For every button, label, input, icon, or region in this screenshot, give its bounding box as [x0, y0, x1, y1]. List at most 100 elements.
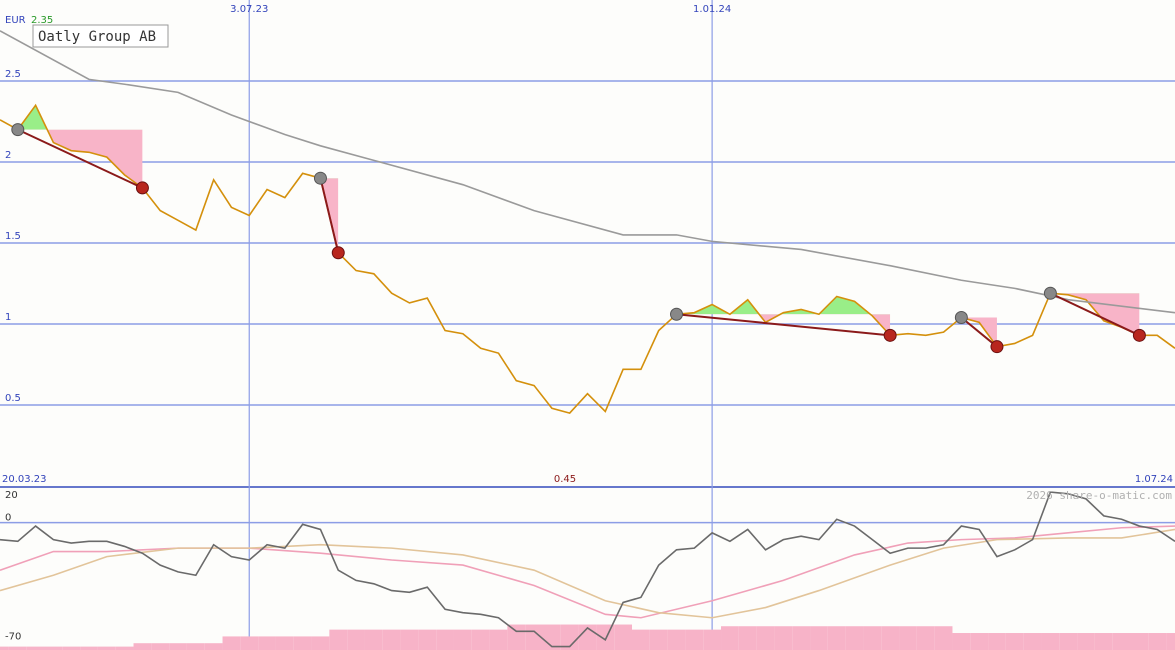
bar [115, 646, 134, 650]
bar [151, 643, 170, 650]
bar [0, 646, 9, 650]
trend-end [135, 181, 149, 195]
x-range-label: 20.03.23 [2, 474, 47, 485]
trend-end [990, 340, 1004, 354]
bar [186, 643, 205, 650]
bar [169, 643, 187, 650]
series-line [0, 103, 1175, 415]
bar [97, 646, 116, 650]
trend-end [883, 328, 897, 342]
bar [632, 629, 650, 650]
bar [275, 636, 294, 650]
bar [44, 646, 63, 650]
bar [756, 626, 775, 650]
bar [1112, 633, 1131, 650]
bar [8, 646, 27, 650]
bar [204, 643, 223, 650]
bar [347, 629, 365, 650]
bar [507, 624, 526, 650]
series-line [0, 528, 1175, 619]
bar [667, 629, 686, 650]
bar [970, 633, 989, 650]
y-tick-label: 1.5 [5, 231, 21, 242]
bar [26, 646, 45, 650]
bar [1023, 633, 1042, 650]
series-line [0, 491, 1175, 648]
bar [489, 629, 508, 650]
bar [471, 629, 490, 650]
trend-line [676, 313, 891, 337]
y-tick-label: 1 [5, 312, 11, 323]
bar [560, 624, 579, 650]
trend-line [1049, 292, 1140, 337]
bar [1059, 633, 1078, 650]
loss-area [47, 129, 143, 188]
bar [1005, 633, 1024, 650]
bar [1166, 633, 1175, 650]
bar [418, 629, 437, 650]
trend-line [960, 316, 998, 348]
bar [649, 629, 668, 650]
bar [916, 626, 935, 650]
bar [845, 626, 864, 650]
bar [827, 626, 846, 650]
title-box [32, 24, 169, 48]
trend-line [17, 128, 143, 189]
trend-start [11, 123, 25, 137]
trend-start [670, 307, 684, 321]
y-tick-label: 2 [5, 150, 11, 161]
bar [899, 626, 917, 650]
bar [293, 636, 312, 650]
bar [80, 646, 98, 650]
y-tick-label: 2.5 [5, 69, 21, 80]
gain-area [17, 105, 143, 130]
bar [329, 629, 348, 650]
chart-title: Oatly Group AB [38, 29, 156, 45]
low-label: 0.45 [554, 474, 576, 485]
loss-area [961, 317, 997, 347]
bar [382, 629, 401, 650]
bar [436, 629, 454, 650]
high-label: 2.35 [31, 15, 53, 26]
x-tick-label: 3.07.23 [230, 4, 268, 15]
bar [364, 629, 383, 650]
bar [792, 626, 811, 650]
bar [934, 626, 953, 650]
bar [614, 624, 633, 650]
trend-line [319, 177, 340, 253]
bar [1094, 633, 1113, 650]
trend-start [954, 311, 968, 325]
bar [738, 626, 757, 650]
bar [1041, 633, 1060, 650]
x-range-label: 1.07.24 [1135, 474, 1173, 485]
bar [952, 633, 971, 650]
bar [863, 626, 882, 650]
gain-area [676, 296, 871, 315]
bar [133, 643, 152, 650]
currency-label: EUR [5, 15, 26, 26]
bar [222, 636, 241, 650]
y-tick-label: -70 [5, 632, 21, 643]
bar [240, 636, 259, 650]
bar [1077, 633, 1095, 650]
bar [703, 629, 722, 650]
bar [881, 626, 900, 650]
bar [62, 646, 81, 650]
bar [774, 626, 793, 650]
bar [988, 633, 1006, 650]
trend-start [1043, 286, 1057, 300]
y-tick-label: 0 [5, 513, 11, 524]
bar [311, 636, 330, 650]
y-tick-label: 20 [5, 490, 18, 501]
trend-start [313, 171, 327, 185]
trend-end [331, 246, 345, 260]
bar [1148, 633, 1167, 650]
bar [258, 636, 276, 650]
x-tick-label: 1.01.24 [693, 4, 731, 15]
bar [810, 626, 828, 650]
trend-end [1132, 328, 1146, 342]
bar [685, 629, 704, 650]
bar [400, 629, 419, 650]
